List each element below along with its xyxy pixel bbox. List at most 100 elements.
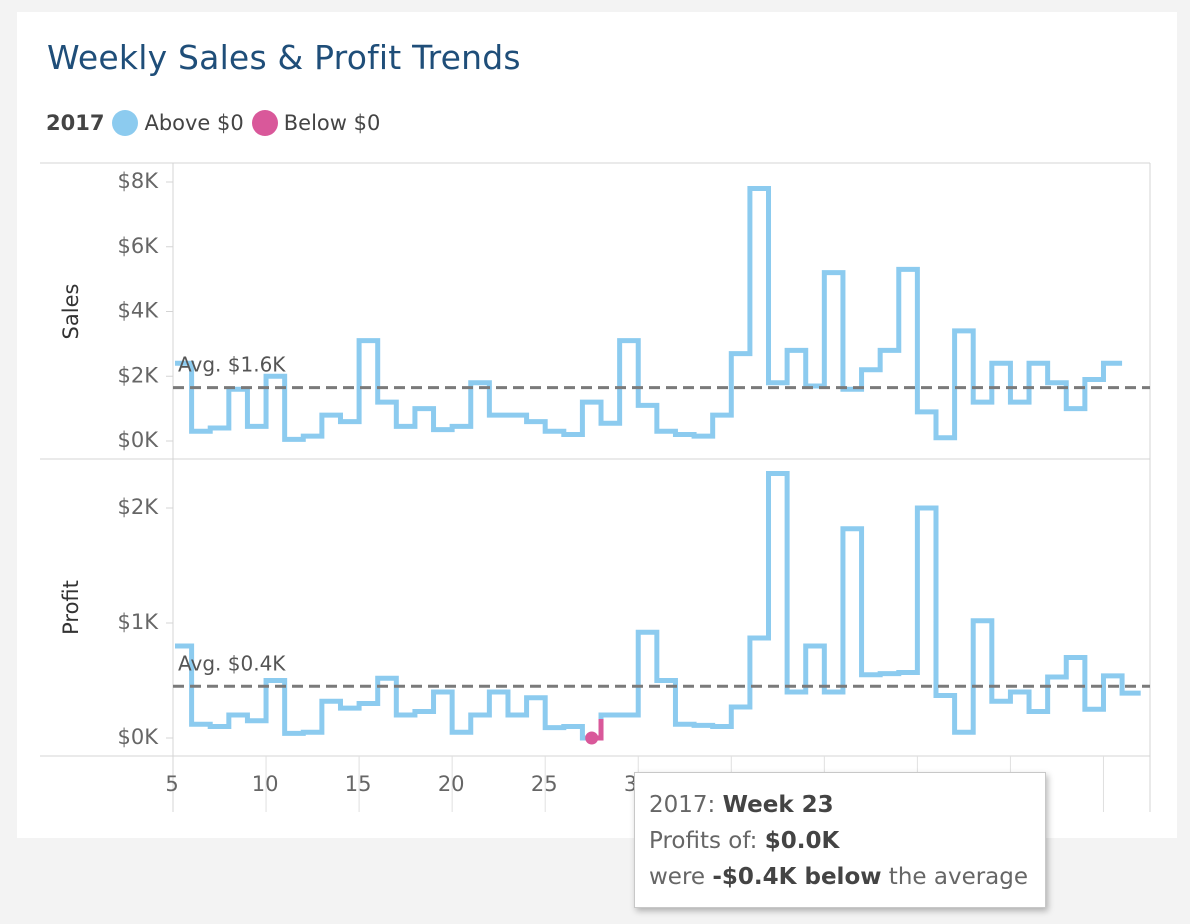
sales-week-mark[interactable] bbox=[527, 418, 546, 426]
profit-week-mark[interactable] bbox=[1066, 654, 1085, 662]
sales-week-mark[interactable] bbox=[1103, 359, 1122, 367]
profit-week-mark[interactable] bbox=[359, 700, 378, 708]
sales-week-mark[interactable] bbox=[545, 427, 564, 435]
profit-week-mark[interactable] bbox=[787, 688, 806, 696]
sales-week-mark[interactable] bbox=[992, 359, 1011, 367]
profit-week-mark[interactable] bbox=[862, 671, 881, 679]
profit-week-mark[interactable] bbox=[527, 694, 546, 702]
profit-week-mark[interactable] bbox=[638, 628, 657, 636]
sales-week-mark[interactable] bbox=[471, 379, 490, 387]
profit-week-mark[interactable] bbox=[322, 697, 341, 705]
profit-week-mark[interactable] bbox=[675, 720, 694, 728]
profit-week-mark[interactable] bbox=[266, 677, 285, 685]
profit-week-mark[interactable] bbox=[415, 708, 434, 716]
profit-week-mark[interactable] bbox=[917, 504, 936, 512]
sales-week-mark[interactable] bbox=[601, 419, 620, 427]
legend[interactable]: 2017 Above $0 Below $0 bbox=[46, 108, 388, 138]
profit-week-mark[interactable] bbox=[1085, 705, 1104, 713]
profit-week-mark[interactable] bbox=[601, 711, 620, 719]
sales-week-mark[interactable] bbox=[657, 427, 676, 435]
profit-week-mark[interactable] bbox=[564, 723, 583, 731]
sales-week-mark[interactable] bbox=[787, 346, 806, 354]
sales-week-mark[interactable] bbox=[1029, 359, 1048, 367]
sales-week-mark[interactable] bbox=[1085, 375, 1104, 383]
profit-week-mark[interactable] bbox=[880, 670, 899, 678]
sales-week-mark[interactable] bbox=[396, 422, 415, 430]
profit-week-mark[interactable] bbox=[452, 728, 471, 736]
sales-week-mark[interactable] bbox=[378, 398, 397, 406]
legend-below-swatch[interactable] bbox=[251, 110, 278, 136]
sales-week-mark[interactable] bbox=[1048, 379, 1067, 387]
sales-week-mark[interactable] bbox=[582, 398, 601, 406]
profit-week-mark[interactable] bbox=[1010, 688, 1029, 696]
profit-week-mark[interactable] bbox=[210, 723, 229, 731]
profit-week-mark[interactable] bbox=[173, 642, 192, 650]
profit-week-mark[interactable] bbox=[694, 721, 713, 729]
profit-week-mark[interactable] bbox=[1103, 672, 1122, 680]
sales-week-mark[interactable] bbox=[285, 435, 304, 443]
sales-week-mark[interactable] bbox=[247, 422, 266, 430]
profit-week-mark[interactable] bbox=[1048, 673, 1067, 681]
profit-week-mark[interactable] bbox=[489, 688, 508, 696]
profit-week-mark[interactable] bbox=[973, 617, 992, 625]
profit-week-mark[interactable] bbox=[285, 729, 304, 737]
profit-week-mark[interactable] bbox=[303, 728, 322, 736]
profit-week-mark[interactable] bbox=[620, 711, 639, 719]
profit-week-mark[interactable] bbox=[378, 674, 397, 682]
sales-week-mark[interactable] bbox=[192, 427, 211, 435]
profit-week-mark[interactable] bbox=[1122, 689, 1141, 697]
sales-week-mark[interactable] bbox=[862, 366, 881, 374]
profit-week-mark[interactable] bbox=[340, 704, 359, 712]
sales-week-mark[interactable] bbox=[452, 422, 471, 430]
sales-week-mark[interactable] bbox=[769, 379, 788, 387]
sales-week-mark[interactable] bbox=[303, 432, 322, 440]
sales-week-mark[interactable] bbox=[415, 405, 434, 413]
sales-week-mark[interactable] bbox=[489, 411, 508, 419]
profit-week-mark[interactable] bbox=[806, 642, 825, 650]
sales-week-mark[interactable] bbox=[340, 418, 359, 426]
sales-week-mark[interactable] bbox=[210, 424, 229, 432]
profit-week-mark[interactable] bbox=[955, 728, 974, 736]
profit-week-mark[interactable] bbox=[899, 668, 918, 676]
sales-week-mark[interactable] bbox=[731, 350, 750, 358]
sales-week-mark[interactable] bbox=[880, 346, 899, 354]
profit-week-mark[interactable] bbox=[1029, 708, 1048, 716]
profit-week-mark[interactable] bbox=[471, 711, 490, 719]
profit-week-mark[interactable] bbox=[769, 470, 788, 478]
sales-week-mark[interactable] bbox=[620, 337, 639, 345]
profit-week-mark[interactable] bbox=[434, 688, 453, 696]
sales-week-mark[interactable] bbox=[564, 431, 583, 439]
legend-below-label[interactable]: Below $0 bbox=[283, 111, 381, 135]
profit-week-mark[interactable] bbox=[229, 711, 248, 719]
sales-week-mark[interactable] bbox=[359, 337, 378, 345]
sales-week-mark[interactable] bbox=[750, 184, 769, 192]
sales-week-mark[interactable] bbox=[434, 426, 453, 434]
sales-week-mark[interactable] bbox=[936, 434, 955, 442]
profit-week-mark[interactable] bbox=[992, 697, 1011, 705]
profit-week-mark[interactable] bbox=[545, 724, 564, 732]
sales-week-mark[interactable] bbox=[917, 408, 936, 416]
profit-week-mark[interactable] bbox=[657, 677, 676, 685]
legend-above-swatch[interactable] bbox=[112, 110, 139, 136]
profit-week-mark[interactable] bbox=[396, 711, 415, 719]
sales-week-mark[interactable] bbox=[508, 411, 527, 419]
sales-week-mark[interactable] bbox=[1010, 398, 1029, 406]
sales-week-mark[interactable] bbox=[973, 398, 992, 406]
profit-week-mark[interactable] bbox=[750, 634, 769, 642]
sales-week-mark[interactable] bbox=[713, 411, 732, 419]
profit-week-mark[interactable] bbox=[824, 688, 843, 696]
legend-above-label[interactable]: Above $0 bbox=[144, 111, 244, 135]
sales-week-mark[interactable] bbox=[675, 431, 694, 439]
sales-week-mark[interactable] bbox=[824, 269, 843, 277]
profit-week-mark[interactable] bbox=[247, 717, 266, 725]
profit-week-mark[interactable] bbox=[713, 723, 732, 731]
profit-week-mark[interactable] bbox=[508, 711, 527, 719]
sales-week-mark[interactable] bbox=[694, 432, 713, 440]
sales-week-mark[interactable] bbox=[955, 327, 974, 335]
profit-week-mark[interactable] bbox=[936, 691, 955, 699]
profit-week-mark[interactable] bbox=[843, 525, 862, 533]
sales-week-mark[interactable] bbox=[899, 265, 918, 273]
profit-week-mark[interactable] bbox=[192, 720, 211, 728]
profit-week-mark[interactable] bbox=[731, 703, 750, 711]
sales-week-mark[interactable] bbox=[1066, 405, 1085, 413]
